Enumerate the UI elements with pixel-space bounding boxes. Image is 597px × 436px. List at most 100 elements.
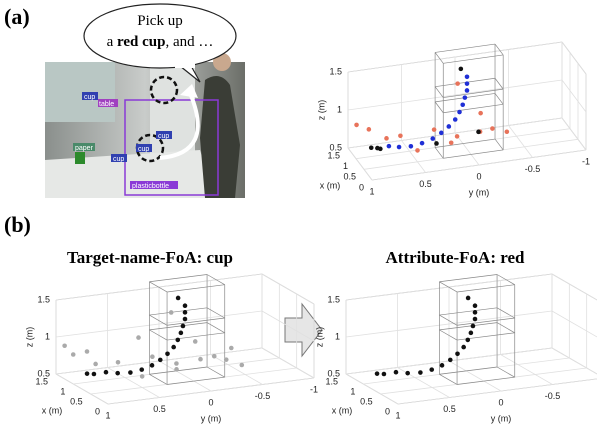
grid-line [261, 310, 315, 342]
shelf-frame [167, 376, 225, 385]
point [115, 360, 121, 365]
grid-line [158, 360, 212, 392]
x-tick-label: 0 [95, 406, 100, 416]
grid-line [55, 373, 109, 405]
point [393, 369, 399, 375]
point [128, 370, 133, 375]
shelf-frame [435, 43, 496, 53]
point [476, 129, 481, 135]
y-tick-label: 0.5 [153, 404, 166, 414]
grid-line [210, 354, 263, 385]
x-axis-label: x (m) [42, 405, 63, 415]
point [168, 310, 174, 315]
point [431, 127, 437, 132]
arrow-head [180, 84, 198, 98]
point [381, 371, 387, 377]
point [91, 371, 97, 377]
point [157, 357, 163, 363]
grid-line [551, 347, 597, 375]
label-box [136, 144, 152, 152]
point [62, 343, 67, 349]
x-tick-label: 1.5 [35, 376, 48, 386]
z-tick-label: 1 [335, 331, 340, 341]
shelf-frame [443, 88, 504, 98]
point [462, 95, 468, 100]
point [378, 146, 383, 152]
point [447, 357, 453, 363]
panel-label: (b) [4, 212, 31, 237]
point [470, 323, 476, 329]
point [229, 345, 234, 351]
point [415, 148, 420, 153]
z-tick-label: 1.5 [327, 294, 340, 304]
grid-line [561, 79, 587, 113]
bubble-bold: red cup [117, 34, 165, 50]
point [465, 295, 471, 301]
x-tick-label: 0 [385, 406, 390, 416]
y-tick-label: 0 [476, 171, 481, 181]
grid-line [401, 140, 426, 173]
shelf-frame [457, 376, 515, 385]
x-tick-label: 0 [359, 182, 364, 192]
y-tick-label: 0.5 [419, 179, 432, 189]
point [175, 337, 181, 343]
axis-box [551, 273, 597, 301]
shelf-frame [439, 366, 498, 375]
shelf-frame [496, 274, 515, 286]
label-box [98, 99, 118, 107]
shelf-frame [206, 274, 225, 286]
plot-title: Target-name-FoA: cup [67, 248, 233, 267]
point [472, 303, 478, 309]
y-tick-label: -0.5 [525, 164, 541, 174]
shelf [150, 62, 195, 162]
bubble-text: Pick up [137, 13, 182, 29]
point [408, 143, 414, 149]
x-tick-label: 1 [343, 161, 348, 171]
grid-line [345, 310, 553, 338]
detection-label: paper [75, 145, 94, 152]
x-tick-label: 1.5 [325, 376, 338, 386]
point [452, 117, 458, 122]
point [430, 136, 436, 141]
x-tick-label: 1 [350, 386, 355, 396]
y-tick-label: 1 [105, 410, 110, 420]
point [472, 310, 478, 315]
point [239, 362, 245, 368]
point [175, 295, 181, 301]
point [461, 344, 466, 350]
point [434, 141, 439, 146]
y-axis-label: y (m) [469, 187, 490, 197]
x-tick-label: 1.5 [327, 150, 340, 160]
speech-bubble: Pick up a red cup, and … [83, 3, 237, 83]
z-tick-label: 1 [337, 104, 342, 114]
shelf-frame [167, 317, 225, 326]
shelf-frame [439, 274, 498, 283]
shelf-frame [439, 314, 458, 326]
shelf-frame [443, 103, 504, 114]
y-axis-label: y (m) [491, 413, 512, 423]
point [386, 143, 392, 149]
point [446, 124, 452, 129]
shelf-frame [149, 307, 208, 316]
y-tick-label: -0.5 [545, 391, 561, 401]
x-axis-label: x (m) [332, 405, 353, 415]
detection-label: plasticbottle [132, 183, 169, 190]
shelf-frame [439, 322, 498, 331]
point [84, 371, 90, 376]
point [478, 110, 483, 116]
point [354, 122, 359, 128]
point [192, 339, 198, 344]
grid-line [261, 273, 315, 305]
arrow [159, 92, 200, 160]
point [174, 361, 179, 366]
detection-label: cup [113, 156, 124, 163]
point [455, 81, 460, 86]
label-box [156, 131, 172, 139]
point [182, 303, 188, 309]
shelf-frame [494, 138, 504, 151]
shelf-frame [206, 322, 225, 334]
shelf-frame [457, 317, 515, 326]
point [84, 349, 90, 354]
detection-label: cup [138, 146, 149, 153]
point [458, 66, 464, 72]
